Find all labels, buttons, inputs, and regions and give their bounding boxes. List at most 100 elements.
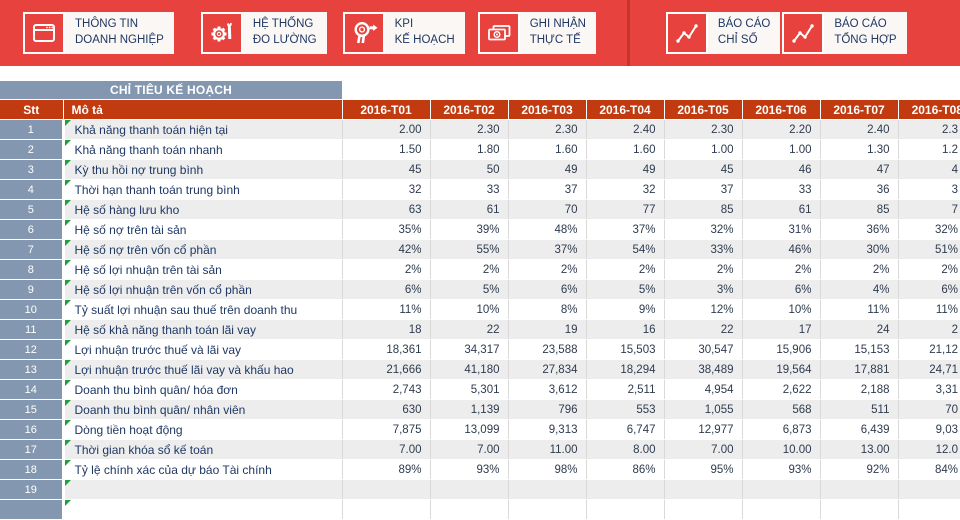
value-cell[interactable] [898,500,960,520]
value-cell[interactable]: 70 [898,400,960,420]
value-cell[interactable]: 93% [430,460,508,480]
value-cell[interactable]: 1.00 [664,140,742,160]
value-cell[interactable]: 16 [586,320,664,340]
value-cell[interactable]: 18 [342,320,430,340]
kpi-description-cell[interactable]: Hệ số nợ trên vốn cổ phần [63,240,342,260]
value-cell[interactable]: 37 [508,180,586,200]
value-cell[interactable]: 1.2 [898,140,960,160]
value-cell[interactable] [898,480,960,500]
value-cell[interactable]: 45 [664,160,742,180]
value-cell[interactable]: 2.30 [430,120,508,140]
toolbar-button-ghi-nhan-thuc-te[interactable]: GHI NHẬN THỰC TẾ [478,12,596,54]
value-cell[interactable]: 55% [430,240,508,260]
value-cell[interactable]: 5,301 [430,380,508,400]
value-cell[interactable]: 37% [508,240,586,260]
value-cell[interactable]: 32 [586,180,664,200]
kpi-description-cell[interactable]: Lợi nhuận trước thuế và lãi vay [63,340,342,360]
value-cell[interactable]: 2.30 [664,120,742,140]
value-cell[interactable]: 11% [898,300,960,320]
value-cell[interactable]: 92% [820,460,898,480]
value-cell[interactable]: 49 [586,160,664,180]
value-cell[interactable]: 13.00 [820,440,898,460]
value-cell[interactable]: 46% [742,240,820,260]
value-cell[interactable]: 17 [742,320,820,340]
value-cell[interactable]: 42% [342,240,430,260]
value-cell[interactable]: 11.00 [508,440,586,460]
value-cell[interactable]: 2% [430,260,508,280]
value-cell[interactable]: 8% [508,300,586,320]
value-cell[interactable]: 2% [342,260,430,280]
kpi-description-cell[interactable]: Hệ số lợi nhuận trên tài sản [63,260,342,280]
value-cell[interactable]: 38,489 [664,360,742,380]
value-cell[interactable]: 6% [742,280,820,300]
value-cell[interactable]: 36% [820,220,898,240]
value-cell[interactable]: 46 [742,160,820,180]
value-cell[interactable]: 2,188 [820,380,898,400]
value-cell[interactable]: 18,294 [586,360,664,380]
value-cell[interactable]: 39% [430,220,508,240]
value-cell[interactable]: 33 [430,180,508,200]
value-cell[interactable]: 89% [342,460,430,480]
value-cell[interactable]: 30,547 [664,340,742,360]
value-cell[interactable]: 11% [342,300,430,320]
value-cell[interactable]: 6,747 [586,420,664,440]
value-cell[interactable]: 2.30 [508,120,586,140]
kpi-description-cell[interactable]: Doanh thu bình quân/ nhân viên [63,400,342,420]
value-cell[interactable] [664,500,742,520]
value-cell[interactable] [342,500,430,520]
value-cell[interactable]: 7.00 [664,440,742,460]
value-cell[interactable] [430,500,508,520]
value-cell[interactable]: 95% [664,460,742,480]
value-cell[interactable]: 33 [742,180,820,200]
value-cell[interactable]: 34,317 [430,340,508,360]
value-cell[interactable]: 4% [820,280,898,300]
value-cell[interactable]: 2% [586,260,664,280]
value-cell[interactable]: 30% [820,240,898,260]
value-cell[interactable]: 9,313 [508,420,586,440]
kpi-description-cell[interactable]: Hệ số khả năng thanh toán lãi vay [63,320,342,340]
value-cell[interactable]: 32% [898,220,960,240]
value-cell[interactable]: 2,511 [586,380,664,400]
value-cell[interactable]: 48% [508,220,586,240]
value-cell[interactable]: 86% [586,460,664,480]
value-cell[interactable]: 2 [898,320,960,340]
value-cell[interactable]: 5% [586,280,664,300]
value-cell[interactable]: 2% [664,260,742,280]
kpi-description-cell[interactable]: Kỳ thu hồi nợ trung bình [63,160,342,180]
value-cell[interactable]: 33% [664,240,742,260]
value-cell[interactable]: 54% [586,240,664,260]
kpi-description-cell[interactable]: Lợi nhuận trước thuế lãi vay và khấu hao [63,360,342,380]
value-cell[interactable]: 24 [820,320,898,340]
value-cell[interactable] [508,480,586,500]
value-cell[interactable]: 13,099 [430,420,508,440]
value-cell[interactable]: 47 [820,160,898,180]
value-cell[interactable]: 15,906 [742,340,820,360]
value-cell[interactable]: 61 [742,200,820,220]
value-cell[interactable]: 2.3 [898,120,960,140]
value-cell[interactable]: 31% [742,220,820,240]
value-cell[interactable]: 1,139 [430,400,508,420]
value-cell[interactable]: 1.30 [820,140,898,160]
value-cell[interactable]: 22 [430,320,508,340]
toolbar-button-bao-cao-chi-so[interactable]: BÁO CÁO CHỈ SỐ [666,12,780,54]
value-cell[interactable]: 4,954 [664,380,742,400]
value-cell[interactable]: 51% [898,240,960,260]
value-cell[interactable]: 12% [664,300,742,320]
value-cell[interactable]: 1.60 [586,140,664,160]
value-cell[interactable]: 23,588 [508,340,586,360]
value-cell[interactable]: 3,612 [508,380,586,400]
value-cell[interactable]: 7.00 [430,440,508,460]
value-cell[interactable]: 45 [342,160,430,180]
value-cell[interactable]: 32% [664,220,742,240]
kpi-description-cell[interactable] [63,480,342,500]
value-cell[interactable]: 568 [742,400,820,420]
value-cell[interactable]: 6% [342,280,430,300]
value-cell[interactable]: 17,881 [820,360,898,380]
value-cell[interactable] [430,480,508,500]
value-cell[interactable]: 63 [342,200,430,220]
value-cell[interactable]: 553 [586,400,664,420]
value-cell[interactable]: 37 [664,180,742,200]
value-cell[interactable]: 12.0 [898,440,960,460]
value-cell[interactable]: 1.80 [430,140,508,160]
value-cell[interactable]: 2,622 [742,380,820,400]
